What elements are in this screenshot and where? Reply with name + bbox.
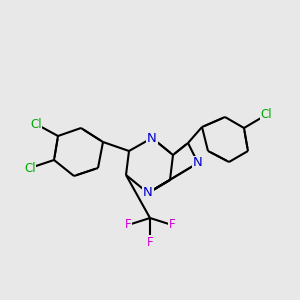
Text: Cl: Cl [260,109,272,122]
Text: F: F [169,218,175,232]
Text: F: F [125,218,131,232]
Text: N: N [143,187,153,200]
Text: N: N [147,131,157,145]
Text: N: N [193,157,203,169]
Text: F: F [147,236,153,248]
Text: Cl: Cl [30,118,42,130]
Text: Cl: Cl [24,161,36,175]
